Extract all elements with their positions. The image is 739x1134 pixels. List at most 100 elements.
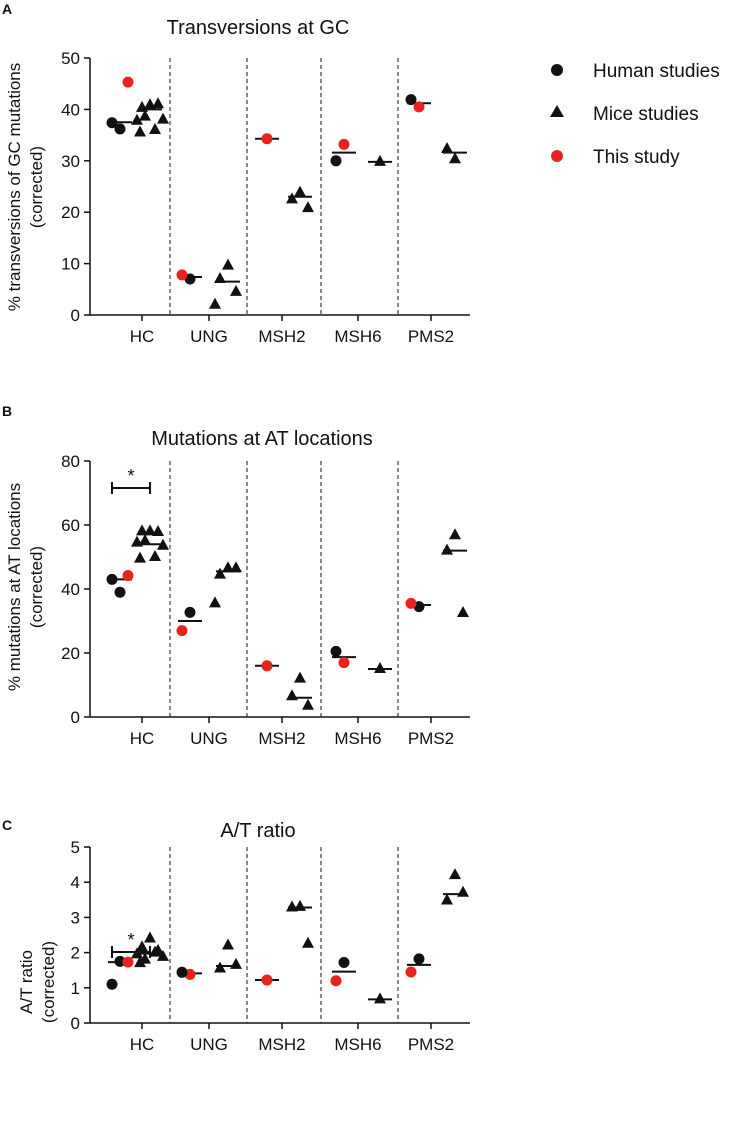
data-point-circle (114, 955, 126, 967)
x-tick-label: MSH6 (334, 327, 381, 346)
panel-b: B Mutations at AT locations % mutations … (2, 403, 470, 748)
data-point-circle (330, 645, 342, 657)
data-point-triangle (149, 122, 161, 134)
y-tick-label: 40 (61, 580, 80, 599)
data-point-triangle (144, 524, 156, 536)
data-point-triangle (152, 525, 164, 537)
data-point-triangle (131, 113, 143, 125)
data-point-triangle (374, 154, 386, 166)
y-tick-label: 10 (61, 255, 80, 274)
data-point-circle (413, 101, 425, 113)
y-tick-label: 50 (61, 49, 80, 68)
y-tick-label: 20 (61, 203, 80, 222)
data-point-circle (114, 123, 126, 135)
data-point-circle (176, 625, 188, 637)
y-axis-label: A/T ratio (17, 950, 36, 1014)
data-point-triangle (139, 534, 151, 545)
data-point-triangle (457, 885, 469, 897)
y-axis-label: % mutations at AT locations (5, 483, 24, 691)
data-point-circle (338, 657, 350, 669)
data-point-triangle (222, 258, 234, 270)
data-point-triangle (136, 940, 148, 952)
x-tick-label: UNG (190, 729, 228, 748)
data-point-triangle (302, 698, 314, 710)
y-tick-label: 3 (71, 908, 80, 927)
plot-area: 0 10 20 30 40 50 HC UNG MSH2 MSH6 PMS2 (61, 49, 470, 346)
data-point-triangle (209, 297, 221, 309)
significance-label: * (127, 930, 134, 950)
y-axis-label-sub: (corrected) (39, 941, 58, 1023)
y-tick-label: 0 (71, 306, 80, 325)
plot-area: 0 1 2 3 4 5 HC UNG MSH2 MSH6 PMS2 * (71, 838, 470, 1054)
data-point-triangle (134, 551, 146, 563)
data-point-triangle (214, 272, 226, 284)
x-tick-label: UNG (190, 1035, 228, 1054)
data-point-circle (338, 138, 350, 150)
legend-marker-mice (550, 105, 564, 117)
x-tick-label: PMS2 (408, 327, 454, 346)
panel-letter: C (2, 817, 12, 833)
data-point-circle (261, 660, 273, 672)
data-point-circle (114, 586, 126, 598)
data-point-circle (122, 76, 134, 88)
y-tick-label: 20 (61, 644, 80, 663)
data-point-triangle (152, 97, 164, 109)
y-tick-label: 5 (71, 838, 80, 857)
legend-label-this-study: This study (593, 147, 680, 168)
data-point-circle (106, 117, 118, 129)
data-point-circle (405, 966, 417, 978)
y-axis-label: % transversions of GC mutations (5, 63, 24, 311)
legend-label-mice: Mice studies (593, 104, 699, 125)
data-point-triangle (449, 868, 461, 880)
data-point-triangle (302, 936, 314, 948)
data-point-circle (405, 597, 417, 609)
data-point-triangle (136, 524, 148, 536)
data-point-triangle (136, 100, 148, 112)
y-tick-label: 0 (71, 708, 80, 727)
panel-c: C A/T ratio A/T ratio (corrected) 0 1 2 3 4 5… (2, 817, 470, 1054)
data-point-circle (338, 956, 350, 968)
data-point-triangle (222, 561, 234, 573)
y-tick-label: 30 (61, 152, 80, 171)
panel-a: A Transversions at GC % transversions of… (2, 1, 470, 346)
data-point-triangle (149, 945, 161, 957)
data-point-circle (122, 570, 134, 582)
data-point-circle (122, 956, 134, 968)
data-point-triangle (294, 671, 306, 683)
data-point-triangle (441, 543, 453, 555)
y-axis-label-sub: (corrected) (27, 546, 46, 628)
data-point-triangle (441, 141, 453, 153)
data-point-triangle (157, 949, 169, 961)
chart-title: Mutations at AT locations (151, 428, 373, 450)
data-point-circle (405, 94, 417, 106)
data-point-triangle (134, 125, 146, 137)
y-tick-label: 4 (71, 873, 80, 892)
data-point-circle (261, 133, 273, 145)
data-point-triangle (302, 201, 314, 213)
legend-marker-this-study (551, 150, 563, 162)
x-tick-label: MSH6 (334, 729, 381, 748)
data-point-triangle (374, 662, 386, 673)
data-point-triangle (214, 961, 226, 973)
data-point-triangle (286, 192, 298, 204)
data-point-triangle (449, 528, 461, 540)
legend-label-human: Human studies (593, 61, 720, 82)
data-point-triangle (294, 899, 306, 911)
data-point-triangle (214, 567, 226, 579)
panel-letter: A (2, 1, 12, 17)
data-point-circle (413, 953, 425, 965)
data-point-circle (184, 606, 196, 618)
data-point-triangle (139, 109, 151, 121)
y-tick-label: 2 (71, 944, 80, 963)
x-tick-label: HC (130, 1035, 155, 1054)
x-tick-label: PMS2 (408, 729, 454, 748)
y-tick-label: 80 (61, 452, 80, 471)
data-point-circle (176, 269, 188, 281)
x-tick-label: MSH6 (334, 1035, 381, 1054)
data-point-triangle (457, 606, 469, 617)
data-point-triangle (230, 957, 242, 969)
panel-letter: B (2, 403, 12, 419)
data-point-triangle (209, 596, 221, 608)
legend-marker-human (551, 64, 563, 76)
